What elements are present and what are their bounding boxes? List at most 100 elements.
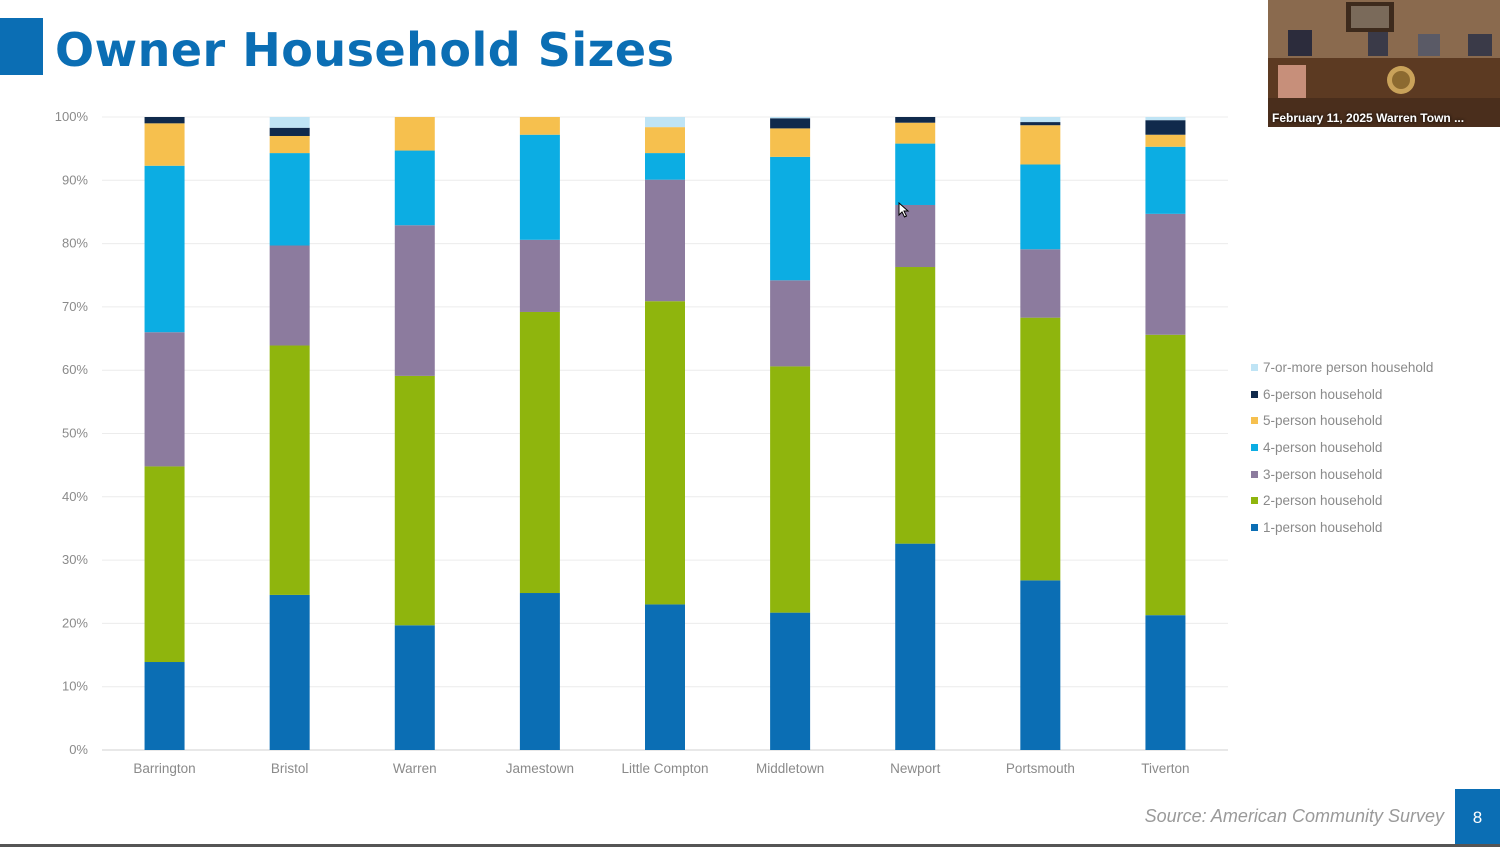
y-tick-label: 10% (62, 679, 88, 694)
mouse-cursor-icon (898, 202, 910, 218)
bar-segment (1145, 134, 1186, 147)
x-tick-label: Bristol (271, 761, 309, 776)
bar-segment (269, 127, 310, 136)
bar-segment (144, 165, 185, 333)
y-tick-label: 50% (62, 426, 88, 441)
legend-swatch (1251, 417, 1258, 425)
bar-segment (1020, 249, 1061, 318)
y-tick-label: 60% (62, 362, 88, 377)
legend-label: 7-or-more person household (1263, 359, 1434, 375)
bar-segment (770, 128, 811, 157)
legend-item: 3-person household (1251, 461, 1433, 488)
bar-segment (1020, 125, 1061, 165)
bar-segment (144, 466, 185, 663)
y-tick-label: 30% (62, 552, 88, 567)
x-tick-label: Portsmouth (1006, 761, 1075, 776)
y-tick-label: 20% (62, 615, 88, 630)
legend-label: 4-person household (1263, 439, 1383, 455)
bar-segment (269, 594, 310, 750)
bar-segment (1145, 117, 1186, 121)
bar-segment (645, 153, 685, 180)
bar-segment (519, 593, 560, 750)
bar-segment (394, 375, 435, 626)
legend-label: 3-person household (1263, 466, 1383, 482)
legend-swatch (1251, 470, 1258, 478)
video-feed-icon (1268, 0, 1500, 127)
legend-swatch (1251, 390, 1258, 398)
bar-segment (144, 117, 185, 124)
bar-segment (1145, 120, 1186, 135)
legend-swatch (1251, 523, 1258, 531)
bar-segment (269, 245, 310, 346)
bar-segment (394, 117, 435, 151)
bar-segment (1145, 213, 1186, 335)
bar-segment (394, 625, 435, 750)
bar-segment (1020, 122, 1061, 126)
bar-segment (144, 123, 185, 166)
bar-segment (645, 301, 685, 605)
legend-label: 6-person household (1263, 386, 1383, 402)
title-accent-bar (0, 18, 43, 75)
bar-segment (1020, 580, 1061, 750)
slide-page-number: 8 (1455, 789, 1500, 847)
y-tick-label: 0% (69, 742, 88, 757)
bar-segment (269, 153, 310, 246)
bar-segment (394, 150, 435, 226)
bottom-border (0, 844, 1500, 847)
source-note: Source: American Community Survey (1144, 806, 1444, 826)
legend-swatch (1251, 363, 1258, 371)
x-tick-label: Little Compton (621, 761, 708, 776)
legend-swatch (1251, 497, 1258, 505)
bar-segment (394, 225, 435, 376)
bar-segment (1145, 334, 1186, 616)
y-tick-label: 70% (62, 299, 88, 314)
stacked-bar-chart: 0% 10% 20% 30% 40% 50% 60% 70% 80% 90% 100% Barring… (55, 109, 1228, 776)
bar-segment (1020, 117, 1061, 123)
bar-segment (144, 332, 185, 467)
bar-segment (895, 543, 936, 750)
x-tick-label: Newport (890, 761, 941, 776)
bar-segment (519, 311, 560, 594)
bar-segment (519, 134, 560, 240)
bar-segment (1145, 146, 1186, 214)
slide-title: Owner Household Sizes (55, 23, 675, 77)
bar-segment (519, 239, 560, 312)
bar-segment (144, 662, 185, 750)
legend-item: 5-person household (1251, 407, 1433, 434)
bar-segment (770, 366, 811, 613)
x-tick-label: Middletown (756, 761, 824, 776)
bar-segment (770, 117, 811, 119)
bar-segment (895, 122, 936, 144)
bar-segment (895, 267, 936, 544)
bar-segment (1020, 317, 1061, 581)
bar-segment (645, 604, 685, 750)
legend-item: 6-person household (1251, 381, 1433, 408)
chart-legend: 7-or-more person household 6-person house… (1251, 354, 1433, 541)
legend-label: 5-person household (1263, 413, 1383, 429)
bar-segment (770, 156, 811, 281)
legend-label: 2-person household (1263, 493, 1383, 509)
x-tick-label: Jamestown (506, 761, 574, 776)
legend-item: 1-person household (1251, 514, 1433, 541)
y-tick-label: 40% (62, 489, 88, 504)
x-tick-label: Barrington (133, 761, 195, 776)
legend-item: 2-person household (1251, 487, 1433, 514)
legend-item: 7-or-more person household (1251, 354, 1433, 381)
bar-segment (269, 345, 310, 595)
y-tick-label: 100% (55, 109, 89, 124)
legend-item: 4-person household (1251, 434, 1433, 461)
bar-segment (269, 135, 310, 154)
x-tick-label: Tiverton (1141, 761, 1189, 776)
bar-segment (770, 118, 811, 129)
bar-segment (770, 280, 811, 367)
bar-segment (1020, 164, 1061, 250)
video-thumbnail[interactable]: February 11, 2025 Warren Town ... (1268, 0, 1500, 127)
bar-segment (645, 127, 685, 154)
y-tick-label: 80% (62, 236, 88, 251)
video-caption: February 11, 2025 Warren Town ... (1272, 111, 1465, 125)
bar-segment (1145, 615, 1186, 750)
bar-segment (895, 204, 936, 268)
x-tick-label: Warren (393, 761, 437, 776)
bar-segment (895, 143, 936, 205)
legend-swatch (1251, 443, 1258, 451)
